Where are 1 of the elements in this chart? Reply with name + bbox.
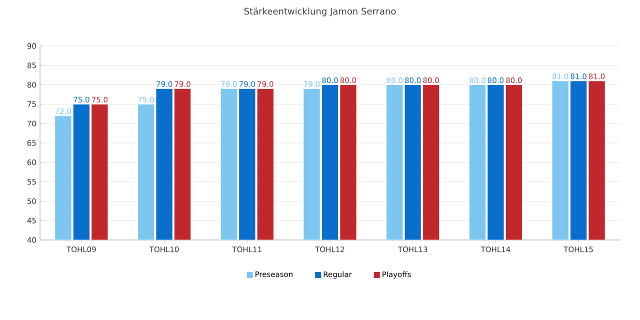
chart-title: Stärkeentwicklung Jamon Serrano bbox=[244, 8, 396, 16]
